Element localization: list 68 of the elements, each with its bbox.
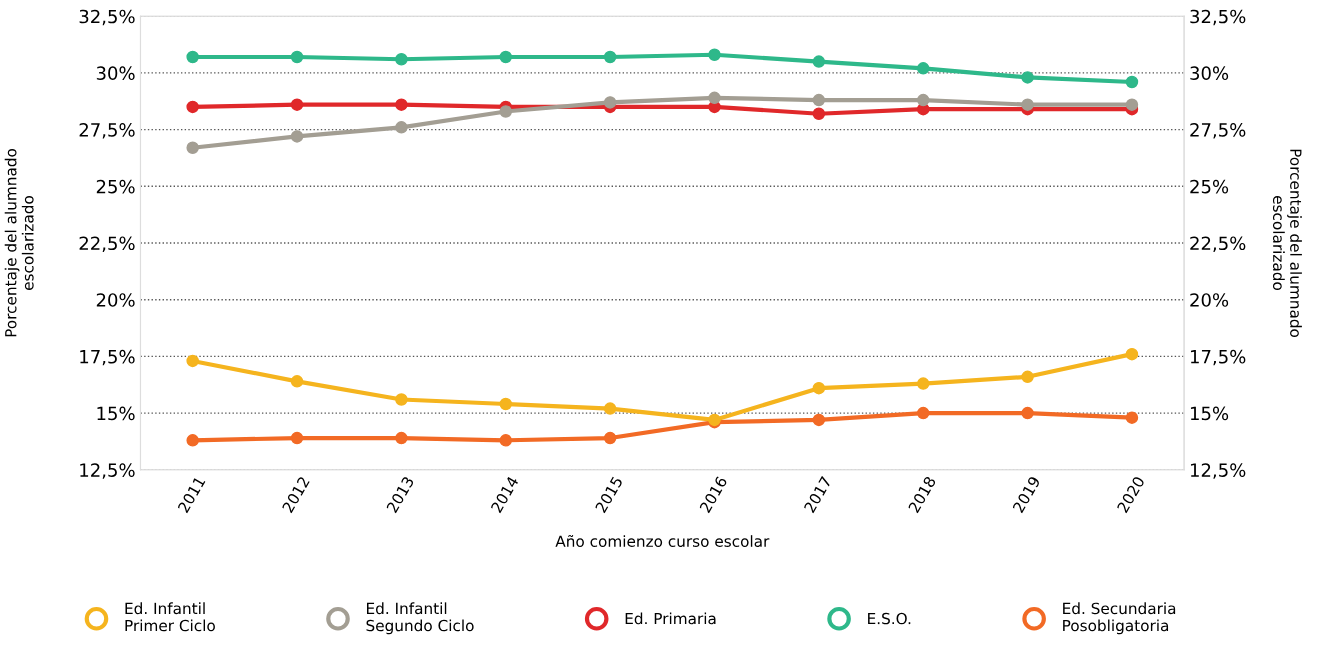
y-tick-label: 17,5%	[80, 349, 135, 366]
y2-tick-label: 12,5%	[1190, 463, 1246, 479]
point	[1021, 98, 1034, 111]
point	[1125, 75, 1139, 89]
legend-label: Ed. Infantil Primer Ciclo	[125, 602, 215, 632]
point	[290, 50, 304, 64]
point	[395, 121, 408, 134]
y2-tick-label: 22,5%	[1190, 236, 1246, 252]
y2-tick-label: 30%	[1190, 66, 1229, 81]
point	[812, 107, 826, 120]
point	[290, 98, 304, 111]
y-tick-label: 32,5%	[79, 9, 135, 26]
legend-label: Ed. Infantil Segundo Ciclo	[366, 602, 474, 635]
y2-tick-label: 32,5%	[1190, 9, 1246, 26]
y2-tick-label: 17,5%	[1190, 349, 1246, 366]
point	[1021, 71, 1034, 84]
point	[186, 100, 199, 114]
point	[1125, 347, 1139, 361]
point	[290, 130, 304, 143]
y2-tick-label: 25%	[1190, 179, 1229, 194]
y-tick-label: 30%	[96, 66, 135, 81]
point	[499, 397, 513, 411]
point	[812, 93, 826, 107]
point	[499, 434, 513, 447]
point	[186, 434, 199, 447]
y-tick-label: 22,5%	[79, 236, 135, 252]
point	[1125, 411, 1139, 424]
y-tick-label: 25%	[96, 179, 135, 194]
point	[395, 98, 408, 111]
point	[499, 105, 513, 118]
point	[916, 62, 930, 75]
point	[186, 354, 199, 368]
legend-label: Ed. Secundaria Posobligatoria	[1063, 602, 1176, 635]
y-tick-label: 15%	[97, 406, 135, 421]
point	[186, 141, 199, 154]
point	[812, 413, 826, 427]
point	[395, 393, 408, 406]
point	[708, 91, 721, 105]
y-tick-label: 12,5%	[80, 463, 135, 479]
point	[395, 53, 408, 66]
point	[603, 50, 617, 64]
y2-axis-title: Porcentaje del alumnado escolarizado	[1272, 149, 1302, 338]
y-tick-label: 20%	[96, 293, 135, 307]
point	[603, 96, 617, 109]
point	[1021, 406, 1034, 420]
point	[290, 431, 304, 445]
y-axis-title: Porcentaje del alumnado escolarizado	[4, 148, 34, 337]
point	[1021, 370, 1034, 384]
y2-tick-label: 27,5%	[1190, 123, 1246, 139]
point	[708, 48, 721, 62]
point	[603, 431, 617, 445]
point	[916, 377, 930, 390]
y2-tick-label: 20%	[1190, 293, 1229, 307]
point	[812, 55, 826, 68]
point	[290, 375, 304, 388]
point	[603, 402, 617, 415]
point	[499, 50, 513, 64]
point	[916, 93, 930, 107]
point	[1125, 98, 1139, 111]
y-tick-label: 27,5%	[79, 123, 135, 139]
legend-label: E.S.O.	[868, 612, 911, 625]
point	[186, 50, 199, 64]
point	[395, 431, 408, 445]
point	[812, 381, 826, 395]
legend-label: Ed. Primaria	[625, 612, 716, 625]
x-axis-title: Año comienzo curso escolar	[555, 534, 770, 547]
point	[916, 406, 930, 420]
y2-tick-label: 15%	[1190, 406, 1229, 421]
